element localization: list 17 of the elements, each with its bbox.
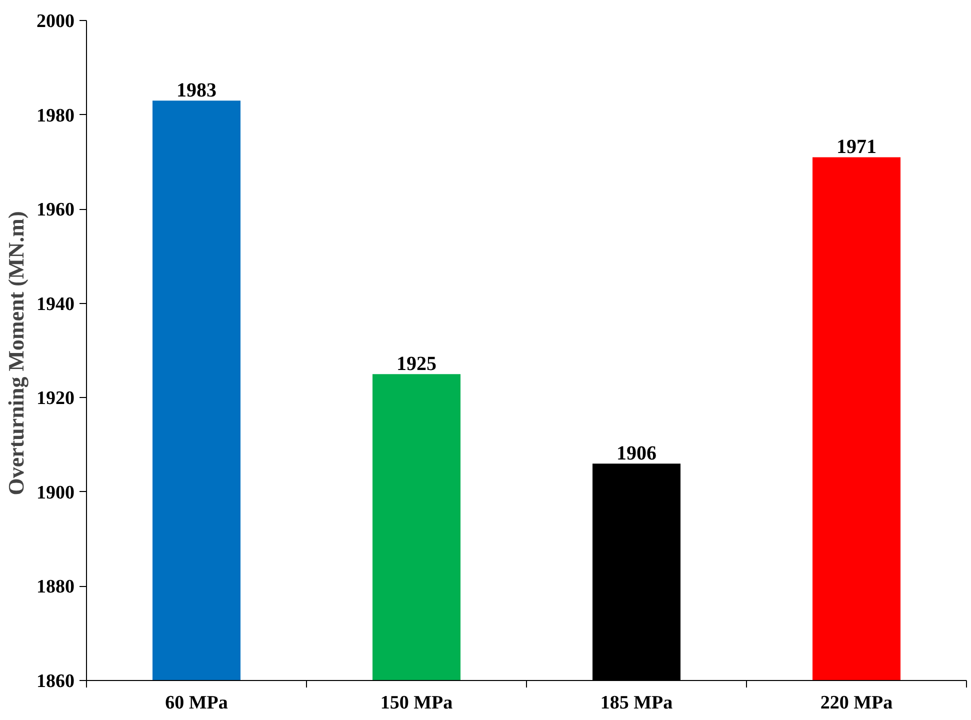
y-axis-title: Overturning Moment (MN.m) [4, 211, 28, 496]
y-tick-label: 2000 [36, 11, 74, 32]
data-label: 1906 [616, 442, 656, 465]
data-label: 1983 [176, 80, 216, 102]
data-label: 1971 [836, 136, 876, 158]
y-tick-label: 1900 [36, 482, 74, 504]
x-tick-label: 60 MPa [165, 692, 228, 714]
y-tick-label: 1880 [36, 576, 74, 598]
y-tick-label: 1860 [36, 671, 74, 692]
x-tick-label: 185 MPa [600, 692, 674, 714]
y-tick-label: 1960 [36, 200, 74, 221]
y-tick-label: 1920 [36, 388, 74, 410]
y-tick-label: 1980 [36, 105, 74, 126]
y-tick-label: 1940 [36, 294, 74, 315]
data-label: 1925 [396, 353, 436, 376]
x-tick-label: 220 MPa [820, 692, 894, 714]
x-tick-label: 150 MPa [380, 692, 454, 714]
